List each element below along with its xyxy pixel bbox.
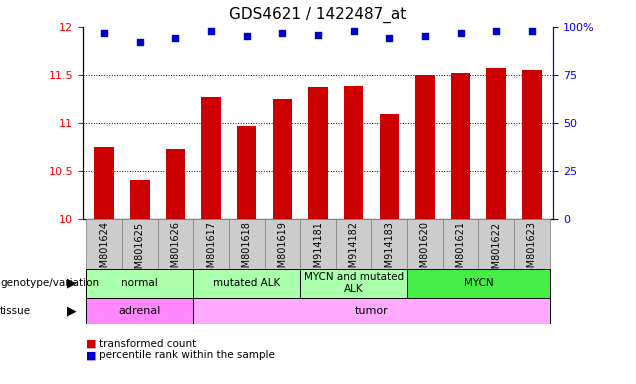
Point: [349, 28, 359, 34]
Text: ■: ■: [86, 350, 97, 360]
Bar: [415, 75, 435, 219]
Text: GSM801624: GSM801624: [99, 221, 109, 280]
Text: normal: normal: [121, 278, 158, 288]
Text: transformed count: transformed count: [99, 339, 196, 349]
Bar: [237, 126, 256, 219]
Text: ■: ■: [86, 339, 97, 349]
Title: GDS4621 / 1422487_at: GDS4621 / 1422487_at: [230, 7, 406, 23]
Bar: [380, 114, 399, 219]
Text: GSM914183: GSM914183: [384, 221, 394, 280]
Text: percentile rank within the sample: percentile rank within the sample: [99, 350, 275, 360]
Bar: [407, 269, 550, 298]
Point: [455, 30, 466, 36]
Point: [527, 28, 537, 34]
Bar: [300, 219, 336, 269]
Text: GSM801625: GSM801625: [135, 221, 145, 280]
Text: MYCN and mutated
ALK: MYCN and mutated ALK: [303, 272, 404, 294]
Point: [420, 33, 430, 40]
Point: [206, 28, 216, 34]
Text: GSM914181: GSM914181: [313, 221, 323, 280]
Bar: [300, 269, 407, 298]
Bar: [443, 219, 478, 269]
Bar: [451, 73, 471, 219]
Point: [277, 30, 287, 36]
Text: GSM801621: GSM801621: [455, 221, 466, 280]
Text: GSM801623: GSM801623: [527, 221, 537, 280]
Text: adrenal: adrenal: [118, 306, 161, 316]
Bar: [165, 149, 185, 219]
Text: genotype/variation: genotype/variation: [0, 278, 99, 288]
Point: [99, 30, 109, 36]
Bar: [265, 219, 300, 269]
Bar: [344, 86, 363, 219]
Text: GSM801618: GSM801618: [242, 221, 252, 280]
Bar: [201, 97, 221, 219]
Bar: [86, 298, 193, 324]
Text: GSM801619: GSM801619: [277, 221, 287, 280]
Bar: [478, 219, 514, 269]
Point: [384, 35, 394, 41]
Bar: [158, 219, 193, 269]
Point: [313, 31, 323, 38]
Text: GSM914182: GSM914182: [349, 221, 359, 280]
Point: [135, 39, 145, 45]
Bar: [487, 68, 506, 219]
Text: mutated ALK: mutated ALK: [213, 278, 280, 288]
Bar: [229, 219, 265, 269]
Bar: [273, 99, 292, 219]
Text: tissue: tissue: [0, 306, 31, 316]
Point: [170, 35, 181, 41]
Text: GSM801617: GSM801617: [206, 221, 216, 280]
Point: [491, 28, 501, 34]
Bar: [308, 88, 328, 219]
Bar: [514, 219, 550, 269]
Bar: [86, 219, 122, 269]
Text: tumor: tumor: [355, 306, 389, 316]
Bar: [193, 269, 300, 298]
Text: MYCN: MYCN: [464, 278, 494, 288]
Bar: [193, 219, 229, 269]
Bar: [522, 70, 542, 219]
Text: ▶: ▶: [67, 277, 76, 290]
Bar: [130, 180, 149, 219]
Text: GSM801622: GSM801622: [491, 221, 501, 280]
Text: ▶: ▶: [67, 305, 76, 318]
Bar: [122, 219, 158, 269]
Bar: [193, 298, 550, 324]
Bar: [336, 219, 371, 269]
Text: GSM801626: GSM801626: [170, 221, 181, 280]
Point: [242, 33, 252, 40]
Bar: [407, 219, 443, 269]
Bar: [94, 147, 114, 219]
Bar: [86, 269, 193, 298]
Text: GSM801620: GSM801620: [420, 221, 430, 280]
Bar: [371, 219, 407, 269]
